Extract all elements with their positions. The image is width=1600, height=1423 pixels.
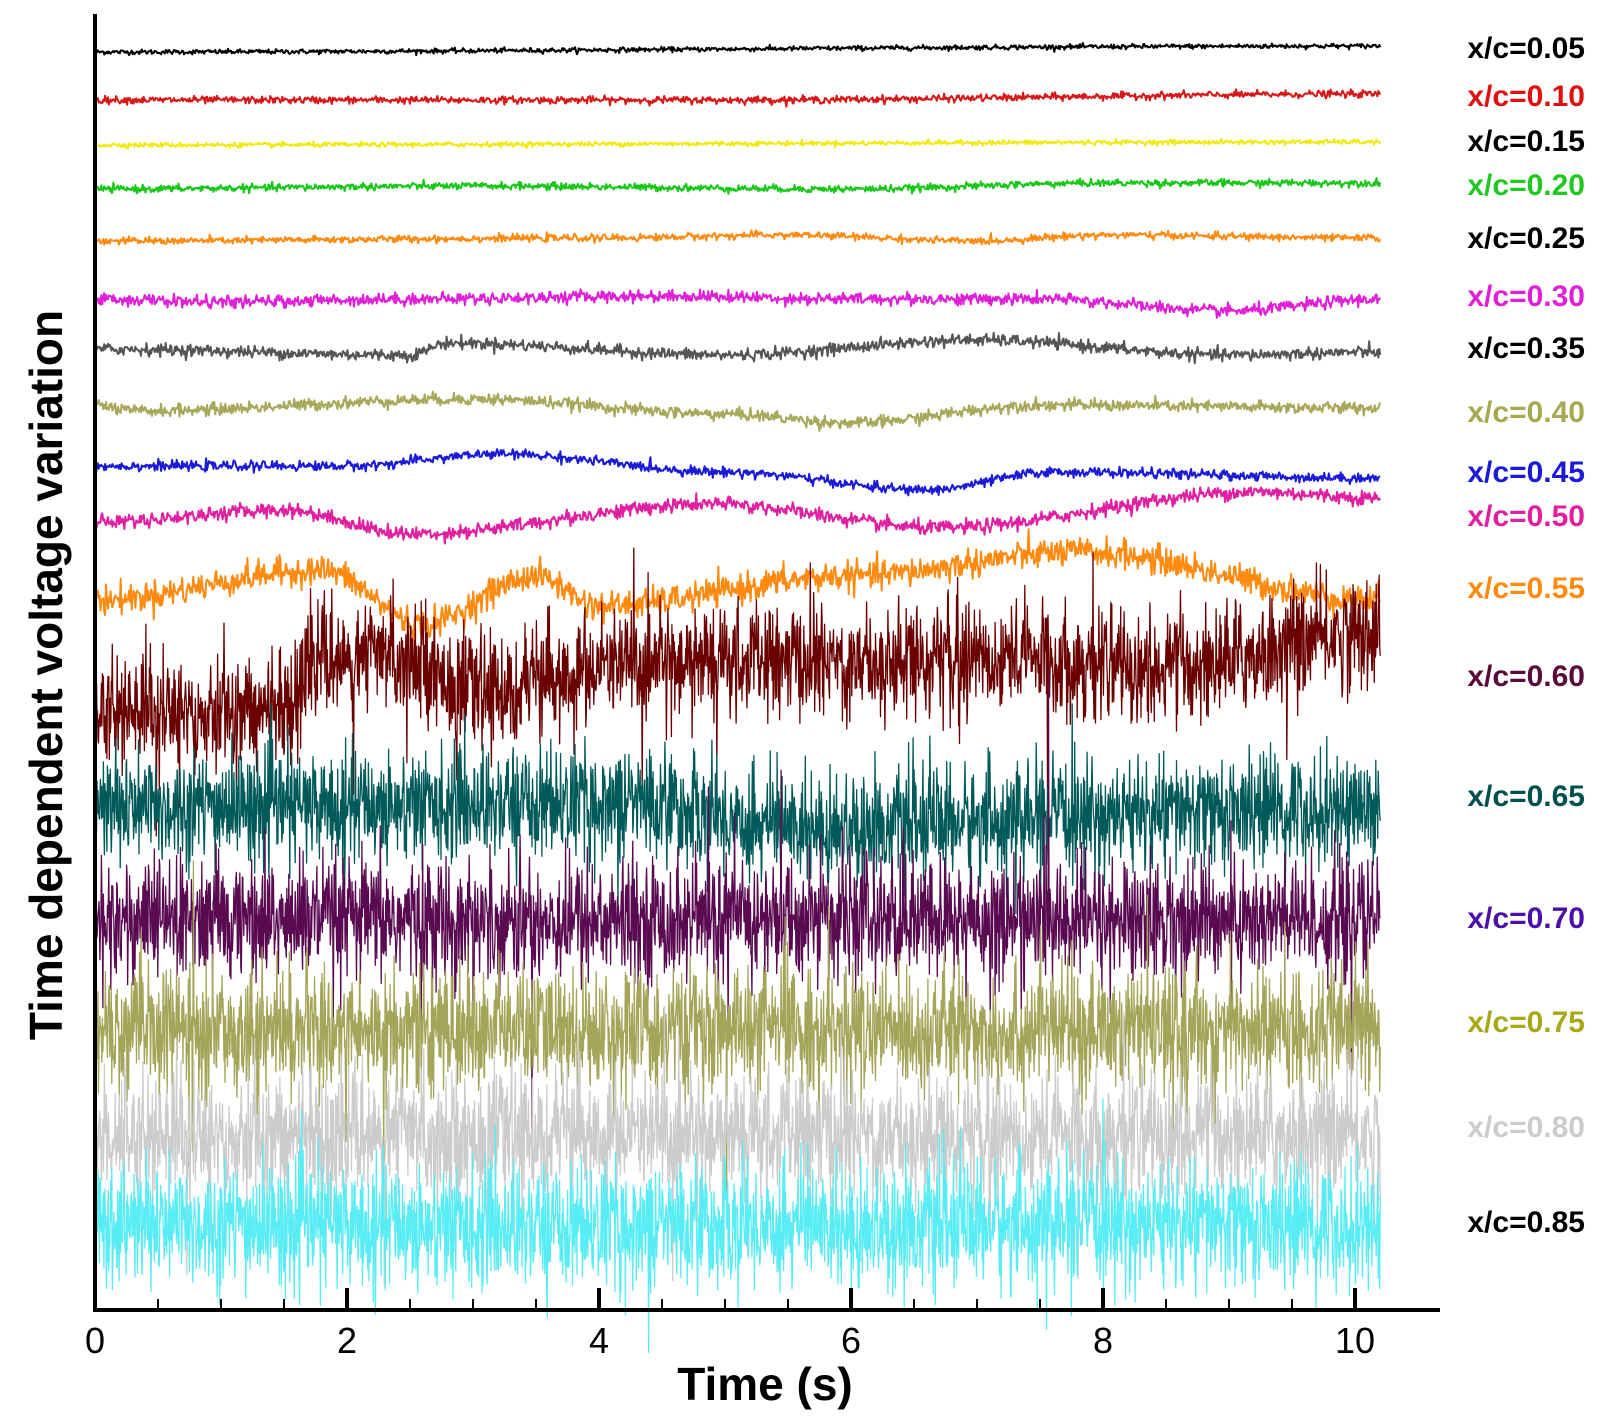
series-label: x/c=0.25	[1467, 222, 1585, 255]
series-label: x/c=0.20	[1467, 169, 1585, 202]
series-label: x/c=0.75	[1467, 1006, 1585, 1039]
series-label: x/c=0.10	[1467, 80, 1585, 113]
series-label: x/c=0.60	[1467, 660, 1585, 693]
series-label: x/c=0.35	[1467, 332, 1585, 365]
series-label: x/c=0.45	[1467, 456, 1585, 489]
series-line-065	[94, 702, 1381, 918]
series-line-015	[94, 137, 1382, 150]
x-tick-label: 2	[337, 1320, 357, 1361]
series-line-020	[94, 177, 1382, 195]
series-line-050	[94, 486, 1382, 545]
series-line-085	[94, 1098, 1381, 1354]
series-line-055	[94, 528, 1382, 641]
series-line-080	[94, 1005, 1381, 1286]
x-tick-label: 8	[1093, 1320, 1113, 1361]
y-axis-title: Time dependent voltage variation	[20, 310, 72, 1040]
series-label: x/c=0.55	[1467, 572, 1585, 605]
series-label: x/c=0.65	[1467, 780, 1585, 813]
series-line-040	[94, 390, 1382, 432]
x-ticks: 0 2 4 6 8 10	[85, 1288, 1375, 1361]
series-label: x/c=0.85	[1467, 1206, 1585, 1239]
x-tick-label: 10	[1335, 1320, 1375, 1361]
series-label: x/c=0.70	[1467, 902, 1585, 935]
series-line-030	[94, 288, 1382, 319]
series-label: x/c=0.30	[1467, 280, 1585, 313]
series-line-060	[94, 547, 1381, 837]
series-line-005	[94, 42, 1382, 57]
x-axis-title: Time (s)	[677, 1358, 853, 1410]
axes	[93, 14, 1440, 1312]
series-label: x/c=0.80	[1467, 1111, 1585, 1144]
x-tick-label: 4	[589, 1320, 609, 1361]
x-tick-label: 0	[85, 1320, 105, 1361]
series-label: x/c=0.40	[1467, 396, 1585, 429]
series-label: x/c=0.05	[1467, 32, 1585, 65]
series-line-070	[94, 669, 1381, 1144]
x-tick-label: 6	[841, 1320, 861, 1361]
series-labels: x/c=0.05 x/c=0.10 x/c=0.15 x/c=0.20 x/c=0.25…	[1467, 32, 1585, 1239]
series-line-045	[94, 448, 1381, 497]
series-label: x/c=0.50	[1467, 500, 1585, 533]
series-line-075	[94, 860, 1381, 1195]
series-line-035	[94, 331, 1382, 365]
series-line-010	[94, 88, 1382, 108]
series-label: x/c=0.15	[1467, 125, 1585, 158]
series-line-025	[94, 229, 1382, 246]
traces	[94, 42, 1382, 1354]
